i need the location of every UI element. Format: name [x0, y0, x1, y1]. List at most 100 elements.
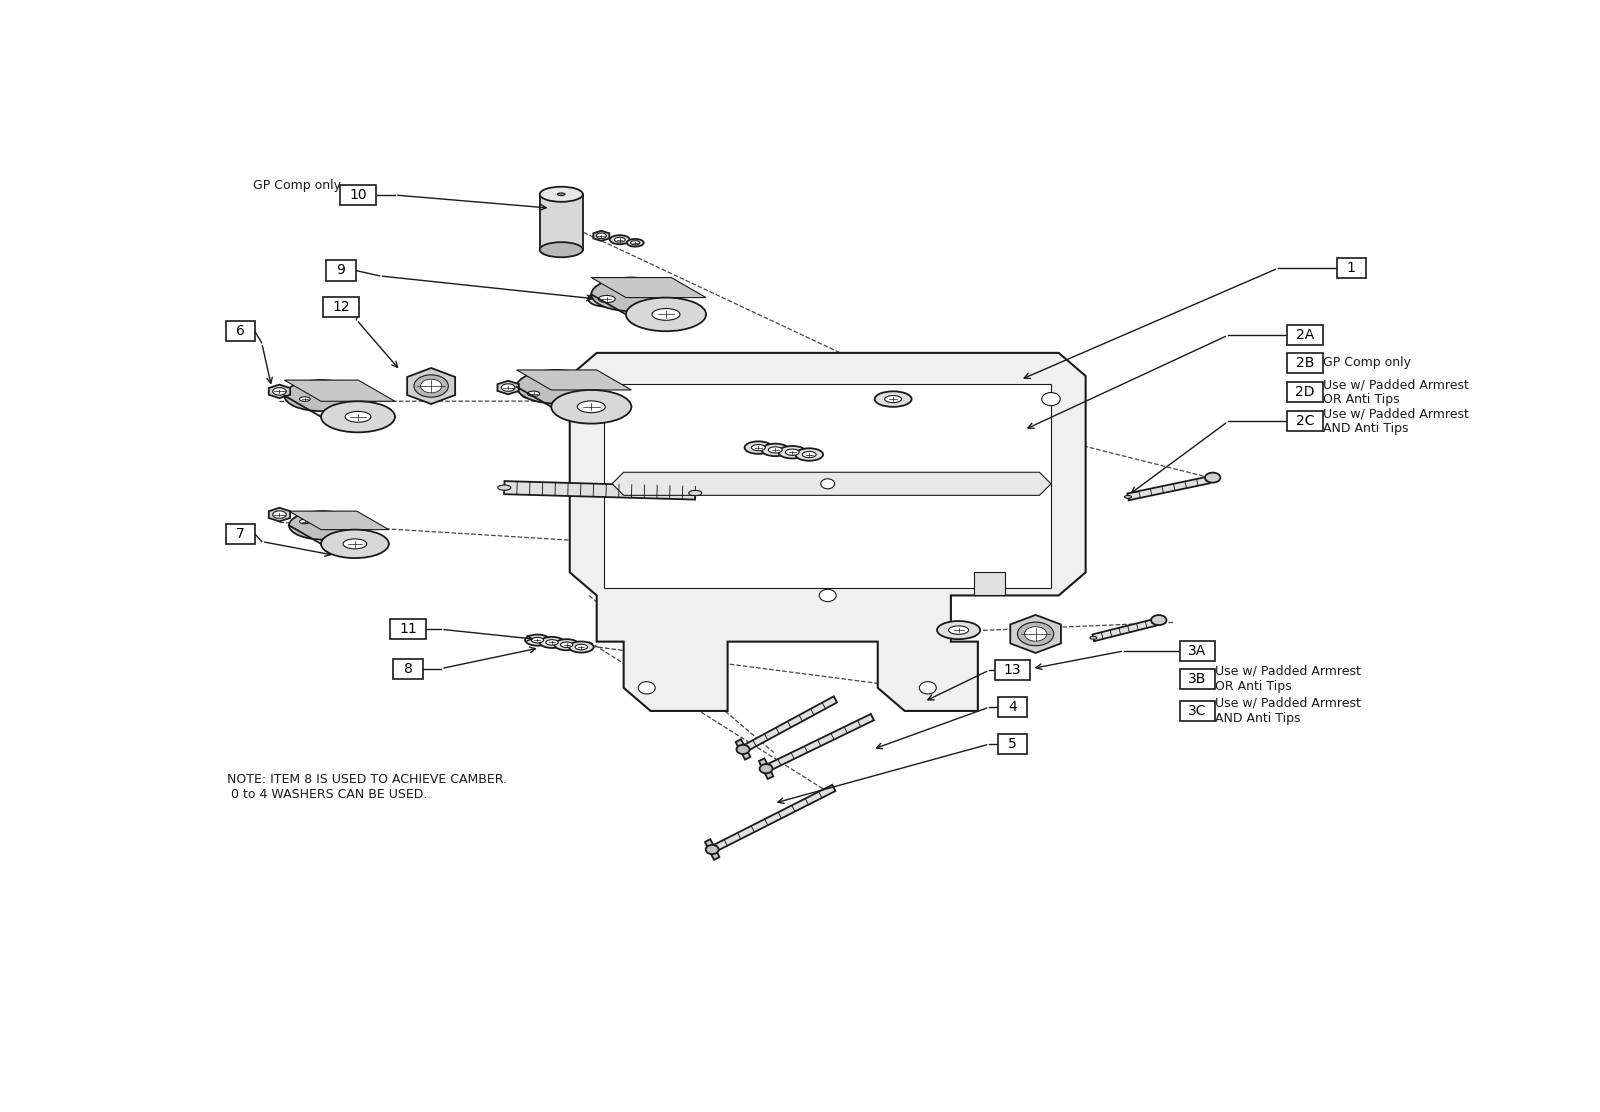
FancyBboxPatch shape	[394, 658, 422, 678]
Ellipse shape	[938, 620, 981, 639]
Polygon shape	[269, 508, 290, 522]
Text: 4: 4	[1008, 701, 1018, 714]
Ellipse shape	[589, 291, 626, 307]
Ellipse shape	[875, 391, 912, 407]
Ellipse shape	[531, 637, 544, 643]
Ellipse shape	[610, 236, 630, 245]
Text: 2D: 2D	[1296, 385, 1315, 399]
Ellipse shape	[290, 512, 357, 539]
Polygon shape	[290, 512, 389, 529]
Ellipse shape	[560, 642, 573, 647]
Polygon shape	[974, 573, 1005, 595]
Polygon shape	[1093, 619, 1155, 642]
Ellipse shape	[299, 397, 310, 401]
Ellipse shape	[539, 637, 565, 648]
Ellipse shape	[626, 298, 706, 331]
Text: 3A: 3A	[1189, 644, 1206, 658]
Ellipse shape	[539, 187, 582, 201]
Polygon shape	[1010, 615, 1061, 653]
Ellipse shape	[414, 375, 448, 397]
FancyBboxPatch shape	[226, 524, 254, 544]
Text: Use w/ Padded Armrest
AND Anti Tips: Use w/ Padded Armrest AND Anti Tips	[1214, 697, 1362, 725]
Text: GP Comp only: GP Comp only	[253, 179, 341, 191]
Text: 13: 13	[1003, 663, 1021, 677]
Ellipse shape	[762, 444, 789, 456]
Polygon shape	[758, 758, 773, 780]
Text: 3B: 3B	[1189, 672, 1206, 686]
Ellipse shape	[554, 639, 579, 651]
Ellipse shape	[528, 391, 539, 396]
Ellipse shape	[744, 441, 773, 454]
Ellipse shape	[1042, 393, 1061, 406]
FancyBboxPatch shape	[1336, 258, 1366, 278]
Polygon shape	[539, 195, 582, 250]
Ellipse shape	[1090, 636, 1098, 639]
FancyBboxPatch shape	[390, 619, 426, 639]
Polygon shape	[498, 380, 518, 395]
Ellipse shape	[294, 517, 315, 526]
Ellipse shape	[322, 529, 389, 558]
Text: 2C: 2C	[1296, 415, 1314, 428]
Ellipse shape	[779, 446, 806, 458]
Polygon shape	[570, 353, 1086, 711]
Text: Use w/ Padded Armrest
AND Anti Tips: Use w/ Padded Armrest AND Anti Tips	[1323, 407, 1469, 436]
Text: 7: 7	[235, 527, 245, 540]
Text: GP Comp only: GP Comp only	[1323, 357, 1411, 369]
Ellipse shape	[272, 510, 286, 518]
Ellipse shape	[421, 379, 442, 393]
Ellipse shape	[651, 308, 680, 320]
Polygon shape	[765, 714, 874, 772]
Ellipse shape	[795, 448, 822, 460]
Ellipse shape	[1018, 622, 1054, 646]
Polygon shape	[594, 231, 610, 241]
FancyBboxPatch shape	[1179, 668, 1214, 688]
Text: 12: 12	[333, 300, 350, 314]
Text: 10: 10	[349, 188, 366, 202]
Polygon shape	[613, 473, 1051, 495]
Polygon shape	[269, 385, 290, 398]
Ellipse shape	[706, 845, 718, 854]
FancyBboxPatch shape	[341, 185, 376, 205]
Text: Use w/ Padded Armrest
OR Anti Tips: Use w/ Padded Armrest OR Anti Tips	[1214, 665, 1362, 693]
Polygon shape	[605, 384, 1051, 588]
Ellipse shape	[1152, 620, 1158, 624]
Text: 2A: 2A	[1296, 328, 1314, 342]
Polygon shape	[736, 739, 750, 759]
Polygon shape	[710, 785, 835, 853]
Ellipse shape	[346, 411, 371, 423]
Ellipse shape	[285, 380, 358, 411]
Ellipse shape	[802, 451, 816, 458]
Polygon shape	[406, 368, 454, 404]
FancyBboxPatch shape	[326, 260, 355, 280]
Ellipse shape	[294, 395, 315, 404]
FancyBboxPatch shape	[1288, 325, 1323, 345]
Ellipse shape	[1205, 478, 1213, 481]
Polygon shape	[285, 380, 395, 401]
FancyBboxPatch shape	[1179, 701, 1214, 721]
Text: 1: 1	[1347, 261, 1355, 275]
Ellipse shape	[272, 388, 286, 395]
Ellipse shape	[630, 240, 640, 245]
FancyBboxPatch shape	[1288, 383, 1323, 403]
Text: Use w/ Padded Armrest
OR Anti Tips: Use w/ Padded Armrest OR Anti Tips	[1323, 378, 1469, 406]
Ellipse shape	[574, 644, 587, 649]
Ellipse shape	[522, 388, 546, 399]
FancyBboxPatch shape	[1288, 353, 1323, 373]
FancyBboxPatch shape	[995, 661, 1030, 681]
Ellipse shape	[299, 519, 310, 524]
Ellipse shape	[638, 682, 656, 694]
Text: 5: 5	[1008, 737, 1018, 751]
Ellipse shape	[570, 642, 594, 653]
Ellipse shape	[1205, 473, 1221, 483]
Ellipse shape	[539, 242, 582, 257]
Ellipse shape	[786, 449, 800, 455]
Ellipse shape	[1125, 496, 1131, 498]
Ellipse shape	[557, 193, 565, 196]
FancyBboxPatch shape	[998, 734, 1027, 754]
Polygon shape	[517, 370, 632, 390]
Polygon shape	[1128, 477, 1210, 500]
Ellipse shape	[614, 237, 626, 242]
Ellipse shape	[517, 370, 597, 404]
Ellipse shape	[688, 490, 702, 496]
FancyBboxPatch shape	[1179, 641, 1214, 661]
